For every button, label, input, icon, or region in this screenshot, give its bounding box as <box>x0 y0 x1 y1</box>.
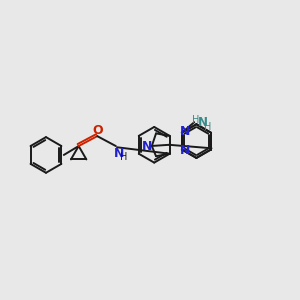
Text: N: N <box>142 140 153 152</box>
Text: H: H <box>120 152 127 162</box>
Text: N: N <box>114 147 124 160</box>
Text: N: N <box>180 144 190 157</box>
Text: O: O <box>93 124 103 137</box>
Text: H: H <box>192 115 199 125</box>
Text: N: N <box>180 125 190 138</box>
Text: H: H <box>204 122 212 132</box>
Text: N: N <box>198 116 208 129</box>
